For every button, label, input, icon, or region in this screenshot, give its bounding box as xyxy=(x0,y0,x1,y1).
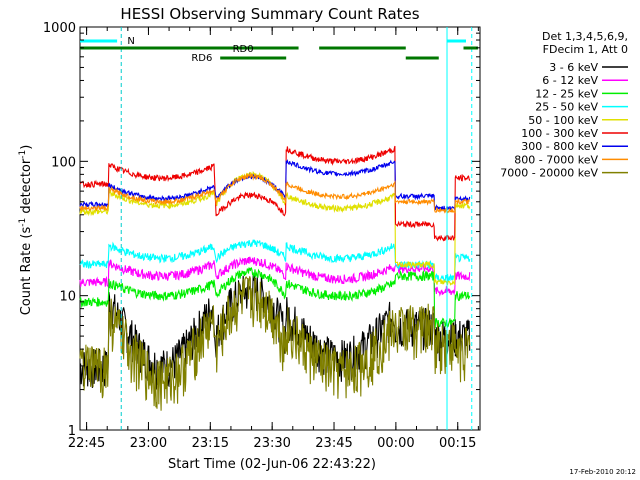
x-tick-label: 22:45 xyxy=(68,436,105,451)
annotations: N RD0 RD6 xyxy=(80,27,478,430)
legend-entry-label: 50 - 100 keV xyxy=(528,114,598,127)
y-axis-label-sup: -1 xyxy=(18,218,28,227)
series-line-8 xyxy=(79,172,470,214)
legend-entry-label: 800 - 7000 keV xyxy=(514,153,598,166)
y-axis-label-part: detector xyxy=(19,158,34,218)
x-tick-label: 00:15 xyxy=(439,436,476,451)
legend: Det 1,3,4,5,6,9, FDecim 1, Att 0 3 - 6 k… xyxy=(500,30,628,180)
plot-marks xyxy=(79,145,471,411)
y-tick-label: 1 xyxy=(68,424,76,439)
y-axis-label: Count Rate (s-1 detector-1) xyxy=(18,145,34,316)
x-tick-label: 23:15 xyxy=(192,436,229,451)
series-line-3 xyxy=(79,267,471,329)
night-label: N xyxy=(127,36,134,47)
y-axis-label-part: ) xyxy=(19,145,34,150)
series-line-2 xyxy=(79,256,471,297)
legend-header-line: Det 1,3,4,5,6,9, xyxy=(542,30,628,43)
plot-area xyxy=(79,26,481,431)
legend-entry-label: 100 - 300 keV xyxy=(521,127,598,140)
chart-title: HESSI Observing Summary Count Rates xyxy=(120,5,419,23)
x-axis-label: Start Time (02-Jun-06 22:43:22) xyxy=(168,457,376,472)
y-axis-label-part: Count Rate (s xyxy=(19,227,34,316)
x-tick-label: 23:30 xyxy=(253,436,290,451)
x-tick-label: 23:45 xyxy=(315,436,352,451)
legend-entry-label: 12 - 25 keV xyxy=(535,87,598,100)
rd0-label: RD0 xyxy=(233,44,254,55)
series-line-5 xyxy=(79,170,471,286)
y-tick-label: 100 xyxy=(51,155,76,170)
legend-entry-label: 7000 - 20000 keV xyxy=(500,167,598,180)
series-line-6 xyxy=(79,145,471,242)
legend-entry-label: 3 - 6 keV xyxy=(549,61,598,74)
y-axis-label-sup: -1 xyxy=(18,150,28,159)
x-tick-label: 23:00 xyxy=(130,436,167,451)
axis-ticks: 1 10 100 1000 22:45 23:00 23:15 23:30 23:45 00:00… xyxy=(43,21,480,451)
plot-border xyxy=(79,26,481,431)
footer-date: 17-Feb-2010 20:12 xyxy=(569,468,636,476)
legend-entry-label: 6 - 12 keV xyxy=(542,74,598,87)
y-tick-label: 10 xyxy=(59,290,76,305)
legend-entry-label: 300 - 800 keV xyxy=(521,140,598,153)
series-line-9 xyxy=(79,276,471,411)
legend-entry-label: 25 - 50 keV xyxy=(535,101,598,114)
legend-header-line: FDecim 1, Att 0 xyxy=(543,43,628,56)
rd6-label: RD6 xyxy=(191,53,212,64)
series-line-7 xyxy=(79,159,471,212)
y-tick-label: 1000 xyxy=(43,21,76,36)
x-tick-label: 00:00 xyxy=(377,436,414,451)
